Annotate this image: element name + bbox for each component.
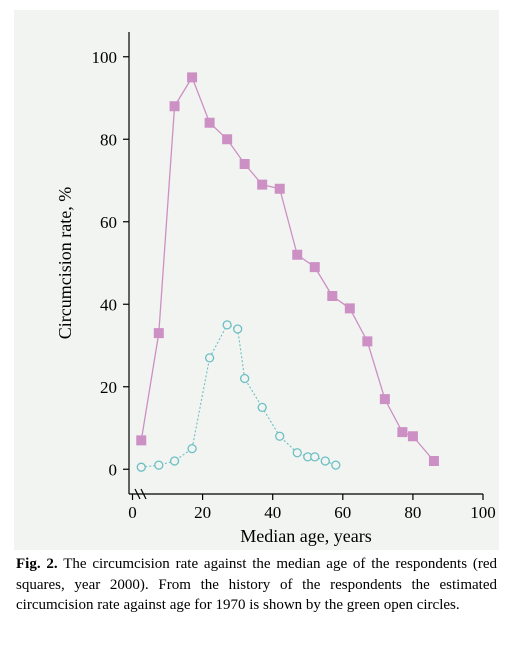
figure-caption: Fig. 2. The circumcision rate against th… [14,550,499,616]
svg-text:80: 80 [404,503,421,522]
figure: 0 20 40 60 80 100 0 20 40 60 80 100 Circumcision rat… [0,0,513,666]
svg-text:20: 20 [100,378,117,397]
svg-text:60: 60 [334,503,351,522]
figure-caption-text: The circumcision rate against the median… [16,556,497,613]
chart: 0 20 40 60 80 100 0 20 40 60 80 100 Circumcision rat… [14,10,499,550]
svg-text:20: 20 [194,503,211,522]
figure-label: Fig. 2. [16,556,58,572]
svg-text:40: 40 [264,503,281,522]
svg-text:0: 0 [128,503,137,522]
svg-text:0: 0 [109,460,118,479]
svg-text:80: 80 [100,130,117,149]
svg-text:100: 100 [92,48,118,67]
svg-text:Median age, years: Median age, years [240,526,371,546]
svg-text:40: 40 [100,295,117,314]
svg-text:100: 100 [470,503,496,522]
svg-text:Circumcision rate, %: Circumcision rate, % [55,187,75,339]
svg-text:60: 60 [100,213,117,232]
